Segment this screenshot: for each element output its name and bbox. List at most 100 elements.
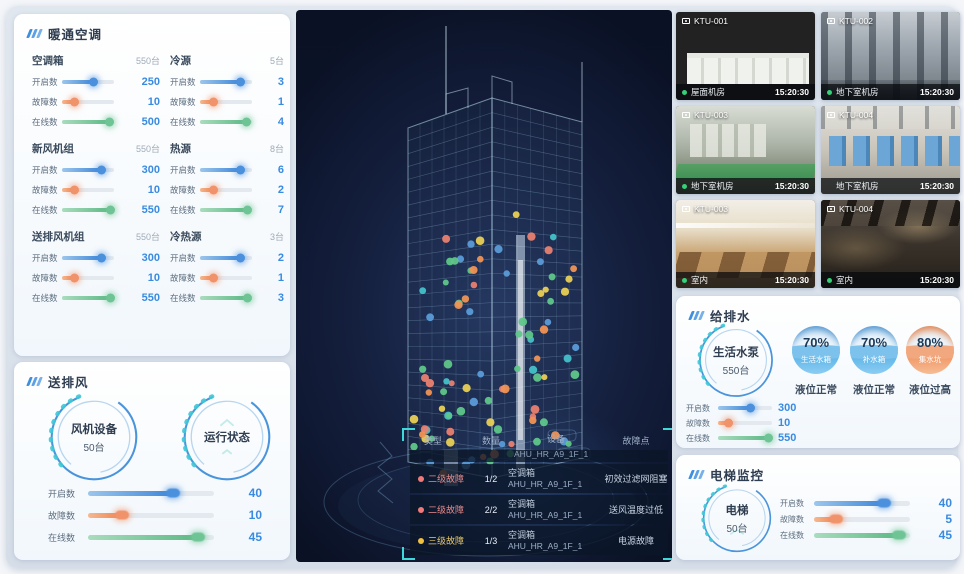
tank-name: 生活水箱 [801, 355, 831, 364]
open-count-slider[interactable] [718, 403, 772, 413]
gauge-title: 风机设备 [71, 423, 117, 436]
slider-value: 10 [147, 272, 160, 284]
camera-id: KTU-003 [694, 110, 729, 120]
slider-handle[interactable] [764, 433, 774, 443]
slider-handle[interactable] [235, 165, 245, 175]
camera-tile-ktu-003[interactable]: KTU-003 地下室机房 15:20:30 [676, 106, 815, 194]
online-count-slider[interactable] [200, 117, 252, 127]
slider-handle[interactable] [892, 530, 907, 540]
camera-location: 室内 [691, 275, 709, 285]
camera-tile-ktu-001[interactable]: KTU-001 屋面机房 15:20:30 [676, 12, 815, 100]
fault-row-partial[interactable]: AHU_HR_A9_1F_1 [410, 450, 668, 462]
open-count-slider[interactable] [62, 77, 114, 87]
camera-timestamp: 15:20:30 [774, 181, 809, 191]
slider-value: 6 [277, 164, 284, 176]
slider-handle[interactable] [829, 514, 844, 524]
fault-count-slider[interactable] [62, 273, 114, 283]
slider-label: 故障数 [170, 97, 196, 107]
water-pump-gauge: 生活水泵 550台 [696, 320, 776, 400]
slider-handle[interactable] [104, 117, 114, 127]
camera-icon [682, 18, 690, 24]
online-count-slider[interactable] [62, 117, 114, 127]
camera-tile-ktu-002[interactable]: KTU-002 地下室机房 15:20:30 [821, 12, 960, 100]
fault-count-slider[interactable] [88, 510, 214, 520]
slider-handle[interactable] [115, 510, 130, 520]
slider-value: 10 [248, 508, 262, 522]
camera-location: 室内 [836, 275, 854, 285]
slider-handle[interactable] [235, 253, 245, 263]
camera-tile-ktu-004-indoor[interactable]: KTU-004 室内 15:20:30 [821, 200, 960, 288]
panel-fans-header: 送排风 [14, 362, 290, 391]
fault-table-body: 二级故障 1/2 空调箱 AHU_HR_A9_1F_1 初效过滤网阻塞 二级故障 … [410, 464, 668, 555]
online-count-slider[interactable] [62, 293, 116, 303]
slider-handle[interactable] [209, 185, 219, 195]
fault-count-slider[interactable] [62, 185, 114, 195]
camera-tile-ktu-004[interactable]: KTU-004 地下室机房 15:20:30 [821, 106, 960, 194]
online-dot-icon [682, 277, 687, 283]
slider-handle[interactable] [70, 97, 79, 107]
slider-handle[interactable] [746, 403, 756, 413]
online-count-slider[interactable] [718, 433, 774, 443]
camera-id: KTU-004 [839, 110, 874, 120]
elevator-gauge: 电梯 50台 [700, 481, 774, 555]
camera-status-bar: 地下室机房 15:20:30 [821, 178, 960, 194]
camera-tile-ktu-003-indoor[interactable]: KTU-003 室内 15:20:30 [676, 200, 815, 288]
slider-handle[interactable] [243, 205, 253, 215]
online-count-slider[interactable] [200, 293, 253, 303]
open-count-slider[interactable] [88, 488, 214, 498]
slider-handle[interactable] [165, 488, 180, 498]
open-count-slider[interactable] [200, 77, 252, 87]
camera-icon [827, 18, 835, 24]
fault-count-slider[interactable] [814, 514, 910, 524]
slider-handle[interactable] [190, 532, 205, 542]
slider-handle[interactable] [209, 97, 219, 107]
online-count-slider[interactable] [814, 530, 910, 540]
slider-row-fault: 故障数 10 [32, 268, 160, 288]
slider-handle[interactable] [106, 293, 116, 303]
slider-handle[interactable] [96, 253, 106, 263]
fault-count-slider[interactable] [200, 185, 252, 195]
building-3d-view[interactable]: 类型 数量 设备 故障点 AHU_HR_A9_1F_1 二级故障 1/2 空调箱… [296, 10, 672, 562]
fault-count-slider[interactable] [718, 418, 772, 428]
slider-handle[interactable] [70, 185, 79, 195]
open-count-slider[interactable] [814, 498, 910, 508]
slider-row-fault: 故障数 10 [32, 92, 160, 112]
open-count-slider[interactable] [200, 253, 252, 263]
col-type: 类型 [424, 435, 443, 446]
slider-handle[interactable] [70, 273, 79, 283]
fault-count-slider[interactable] [200, 97, 252, 107]
slider-handle[interactable] [241, 117, 251, 127]
slider-value: 1 [277, 272, 284, 284]
online-count-slider[interactable] [62, 205, 116, 215]
fault-level: 二级故障 [428, 474, 465, 484]
slider-handle[interactable] [89, 77, 99, 87]
slider-handle[interactable] [723, 418, 733, 428]
slider-handle[interactable] [235, 77, 245, 87]
fault-row[interactable]: 三级故障 1/3 空调箱 AHU_HR_A9_1F_1 电源故障 [410, 526, 668, 555]
slider-handle[interactable] [243, 293, 253, 303]
panel-elevator-header: 电梯监控 [676, 455, 960, 484]
panel-hvac: 暖通空调 空调箱 550台 开启数 250 故障数 10 在线数 500 冷源 5台 开启… [14, 14, 290, 356]
camera-timestamp: 15:20:30 [774, 87, 809, 97]
fault-count-slider[interactable] [62, 97, 114, 107]
slider-label: 故障数 [170, 273, 196, 283]
fault-row[interactable]: 二级故障 1/2 空调箱 AHU_HR_A9_1F_1 初效过滤网阻塞 [410, 464, 668, 493]
slider-handle[interactable] [877, 498, 892, 508]
panel-elevator: 电梯监控 电梯 50台 开启数 40 故障数 5 在线数 45 [676, 455, 960, 560]
open-count-slider[interactable] [200, 165, 252, 175]
title-slashes-icon [688, 311, 705, 320]
fault-row[interactable]: 二级故障 2/2 空调箱 AHU_HR_A9_1F_1 送风温度过低 [410, 495, 668, 524]
tank-status: 液位正常 [795, 384, 837, 396]
open-count-slider[interactable] [62, 165, 114, 175]
slider-handle[interactable] [96, 165, 106, 175]
panel-elevator-title: 电梯监控 [710, 469, 765, 483]
open-count-slider[interactable] [62, 253, 114, 263]
fault-count: 2/2 [484, 504, 498, 515]
slider-handle[interactable] [209, 273, 219, 283]
online-count-slider[interactable] [88, 532, 214, 542]
fault-count-slider[interactable] [200, 273, 252, 283]
device-type: 空调箱 [508, 498, 536, 509]
fault-point: 送风温度过低 [608, 505, 663, 515]
slider-handle[interactable] [106, 205, 116, 215]
online-count-slider[interactable] [200, 205, 253, 215]
